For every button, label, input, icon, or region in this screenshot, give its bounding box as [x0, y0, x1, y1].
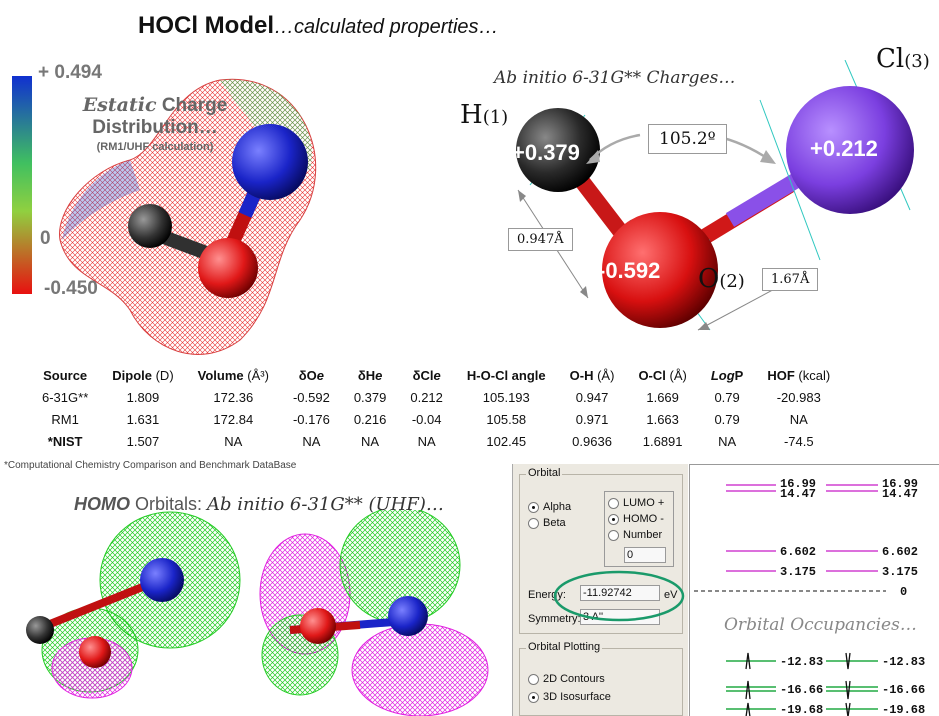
charge-oxygen-atom [602, 212, 718, 328]
energy-level-diagram: 16.99 14.47 6.602 3.175 -12.83 -16.66 -1… [689, 464, 939, 716]
table-row: 6-31G** 1.809 172.36 -0.592 0.379 0.212 105.19… [42, 389, 821, 405]
charges-title: Ab initio 6-31G** Charges… [494, 68, 736, 88]
energy-value: -11.92742 [580, 585, 660, 601]
spin-frame [604, 491, 674, 567]
table-footnote: *Computational Chemistry Comparison and … [4, 460, 297, 471]
col-do: δOe [298, 367, 324, 383]
esp-caption-line2: Distribution… [92, 117, 218, 138]
orbital-plotting-title: Orbital Plotting [526, 641, 603, 653]
level-left-6: -16.66 [780, 683, 824, 697]
level-left-1: 16.99 [780, 477, 817, 491]
esp-surface-figure [12, 76, 317, 355]
level-right-7: -19.68 [882, 703, 926, 716]
hydrogen-atom [128, 204, 172, 248]
radio-3d-dot[interactable] [528, 691, 539, 703]
angle-label: 105.2º [648, 124, 727, 154]
properties-table: Source Dipole (D) Volume (Å³) δOe δHe δC… [30, 364, 842, 452]
col-ocl: O-Cl (Å) [638, 367, 687, 383]
oxygen-atom [198, 238, 258, 298]
radio-number-dot[interactable] [608, 529, 619, 541]
radio-alpha-dot[interactable] [528, 501, 539, 513]
table-header-row: Source Dipole (D) Volume (Å³) δOe δHe δC… [30, 364, 842, 386]
charge-cl-value: +0.212 [810, 136, 878, 161]
esp-caption-italic: Estatic [82, 94, 157, 116]
radio-alpha[interactable]: Alpha [528, 501, 571, 513]
level-right-6: -16.66 [882, 683, 926, 697]
orbital-group: Orbital Alpha Beta LUMO + HOMO - Number … [519, 467, 683, 634]
radio-lumo-dot[interactable] [608, 497, 619, 509]
symmetry-label: Symmetry: [528, 613, 581, 625]
table-row: *NIST 1.507 NA NA NA NA 102.45 0.9636 1.6891 NA -7… [47, 433, 814, 449]
radio-2d-contours[interactable]: 2D Contours [528, 673, 605, 685]
charge-hydrogen-atom [516, 108, 600, 192]
radio-lumo[interactable]: LUMO + [608, 497, 664, 509]
radio-2d-dot[interactable] [528, 673, 539, 685]
charge-o-value: -0.592 [598, 258, 661, 283]
orbital-plotting-group: Orbital Plotting 2D Contours 3D Isosurfa… [519, 641, 683, 716]
atom-label-h: H(1) [460, 100, 509, 130]
scale-mid-label: 0 [40, 228, 51, 249]
color-scale-bar [12, 76, 32, 294]
esp-caption-rest: Charge [156, 95, 228, 116]
number-input[interactable]: 0 [624, 547, 666, 563]
col-hof: HOF (kcal) [767, 367, 831, 383]
radio-beta-dot[interactable] [528, 517, 539, 529]
energy-unit: eV [664, 589, 678, 601]
ocl-length-label: 1.67Å [762, 268, 819, 291]
energy-highlight-circle [553, 570, 685, 622]
title-bold: HOCl Model [138, 12, 274, 39]
homo-right [259, 510, 489, 716]
col-dcl: δCle [412, 367, 441, 383]
level-right-zero: 0 [900, 585, 908, 599]
chlorine-atom [232, 124, 308, 200]
scale-min-label: -0.450 [44, 278, 98, 299]
charge-h-value: +0.379 [512, 140, 580, 165]
level-right-4: 3.175 [882, 565, 919, 579]
scale-max-label: + 0.494 [38, 62, 102, 83]
col-source: Source [43, 367, 88, 383]
radio-homo-dot[interactable] [608, 513, 619, 525]
radio-number[interactable]: Number [608, 529, 662, 541]
col-dipole: Dipole (D) [112, 367, 174, 383]
level-left-5: -12.83 [780, 655, 824, 669]
table-row: RM1 1.631 172.84 -0.176 0.216 -0.04 105.58 0.97… [51, 411, 808, 427]
orbital-group-title: Orbital [526, 467, 563, 479]
title-italic: …calculated properties… [274, 16, 499, 38]
energy-level-lines [694, 484, 886, 716]
atom-label-o: O(2) [698, 264, 745, 294]
level-right-5: -12.83 [882, 655, 926, 669]
esp-caption-line3: (RM1/UHF calculation) [96, 141, 214, 153]
col-angle: H-O-Cl angle [466, 367, 546, 383]
level-left-2: 14.47 [780, 487, 817, 501]
radio-beta[interactable]: Beta [528, 517, 566, 529]
charge-chlorine-atom [786, 86, 914, 214]
orbital-settings-panel: Orbital Alpha Beta LUMO + HOMO - Number … [512, 464, 688, 716]
col-volume: Volume (Å³) [197, 367, 269, 383]
homo-left [26, 511, 241, 699]
page-title: HOCl Model…calculated properties… [138, 12, 499, 40]
level-right-1: 16.99 [882, 477, 919, 491]
charges-figure [516, 60, 914, 331]
col-dh: δHe [357, 367, 383, 383]
level-left-7: -19.68 [780, 703, 824, 716]
radio-3d-isosurface[interactable]: 3D Isosurface [528, 691, 611, 703]
col-logp: LogP [710, 367, 744, 383]
homo-orbital-figure [26, 510, 489, 716]
occupancies-title: Orbital Occupancies… [724, 615, 917, 635]
atom-label-cl: Cl(3) [876, 44, 930, 74]
col-oh: O-H (Å) [569, 367, 615, 383]
level-right-3: 6.602 [882, 545, 919, 559]
radio-homo[interactable]: HOMO - [608, 513, 664, 525]
level-left-3: 6.602 [780, 545, 817, 559]
level-left-4: 3.175 [780, 565, 817, 579]
esp-caption: Estatic Charge Distribution… (RM1/UHF ca… [80, 94, 230, 153]
level-right-2: 14.47 [882, 487, 919, 501]
oh-length-label: 0.947Å [508, 228, 573, 251]
